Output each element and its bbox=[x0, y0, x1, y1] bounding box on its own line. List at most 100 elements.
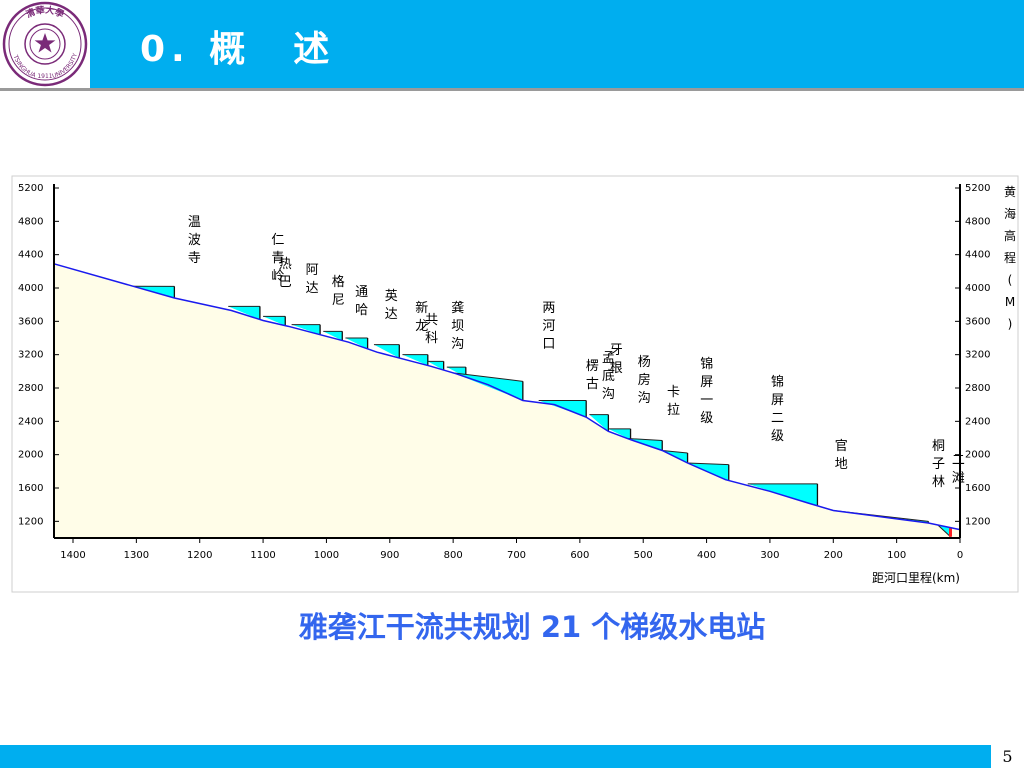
y-tick-label-left: 2400 bbox=[18, 416, 43, 427]
river-profile-line bbox=[53, 263, 961, 531]
y-axis-title-char: 高 bbox=[1004, 228, 1016, 243]
x-tick-label: 600 bbox=[570, 550, 589, 561]
x-tick-label: 300 bbox=[760, 550, 779, 561]
station-label-char: 锦 bbox=[771, 375, 784, 390]
station-label-char: 哈 bbox=[355, 303, 368, 318]
y-tick-label-left: 3200 bbox=[18, 350, 43, 361]
y-tick-label-left: 2800 bbox=[18, 383, 43, 394]
reservoir-level-杨房沟 bbox=[627, 437, 663, 441]
station-label-char: 巴 bbox=[279, 275, 292, 290]
station-label-char: 古 bbox=[586, 377, 599, 392]
y-tick-label-right: 2400 bbox=[965, 416, 990, 427]
y-tick-label-left: 3600 bbox=[18, 316, 43, 327]
y-tick-label-left: 5200 bbox=[18, 183, 43, 194]
station-label-char: 波 bbox=[188, 233, 201, 248]
terrain-fill bbox=[54, 263, 960, 538]
station-label-char: 热 bbox=[279, 257, 292, 272]
station-label-char: 根 bbox=[610, 361, 623, 376]
x-tick-label: 800 bbox=[444, 550, 463, 561]
x-tick-label: 1100 bbox=[250, 550, 275, 561]
reservoir-level-两河口 bbox=[453, 372, 523, 382]
slide-title: 0. 概 述 bbox=[140, 29, 336, 70]
x-tick-label: 1000 bbox=[314, 550, 339, 561]
station-label-char: 底 bbox=[602, 368, 615, 384]
reservoir-level-卡拉 bbox=[662, 450, 688, 454]
station-label-char: 温 bbox=[188, 215, 201, 230]
y-tick-label-left: 1200 bbox=[18, 516, 43, 527]
station-label-char: 龙 bbox=[415, 319, 428, 334]
station-label-char: 牙 bbox=[610, 343, 623, 358]
x-tick-label: 100 bbox=[887, 550, 906, 561]
station-label-char: 河 bbox=[542, 319, 555, 334]
station-label-char: 青 bbox=[271, 251, 284, 266]
station-label-char: 杨 bbox=[638, 355, 651, 370]
x-tick-label: 1400 bbox=[60, 550, 85, 561]
station-label-char: 沟 bbox=[451, 337, 464, 352]
station-label-char: 岭 bbox=[271, 269, 284, 284]
station-label-char: 沟 bbox=[638, 391, 651, 406]
station-label-char: 阿 bbox=[306, 263, 319, 278]
station-label-char: 通 bbox=[355, 285, 368, 300]
station-label-char: 级 bbox=[771, 429, 784, 444]
y-tick-label-left: 1600 bbox=[18, 483, 43, 494]
station-label-char: 科 bbox=[425, 331, 438, 346]
y-tick-label-right: 4000 bbox=[965, 283, 990, 294]
slide-caption: 雅砻江干流共规划 21 个梯级水电站 bbox=[298, 610, 766, 644]
y-tick-label-right: 3600 bbox=[965, 316, 990, 327]
x-tick-label: 1300 bbox=[124, 550, 149, 561]
y-axis-title-char: 黄 bbox=[1004, 185, 1016, 199]
reservoir-英达 bbox=[373, 344, 400, 358]
station-label-char: 尼 bbox=[332, 293, 345, 308]
station-label-char: 屏 bbox=[771, 393, 784, 408]
x-tick-label: 400 bbox=[697, 550, 716, 561]
station-label-char: 楞 bbox=[586, 359, 599, 374]
reservoir-level-锦屏一级 bbox=[687, 462, 729, 466]
footer-page-box bbox=[991, 745, 1024, 768]
station-label-char: 沟 bbox=[602, 387, 615, 402]
station-label-char: 地 bbox=[835, 457, 848, 472]
reservoir-楞古 bbox=[589, 414, 609, 432]
station-label-char: 达 bbox=[306, 281, 319, 296]
reservoir-热巴 bbox=[263, 316, 286, 326]
station-label-char: 坝 bbox=[451, 319, 464, 334]
station-label-char: 林 bbox=[932, 475, 945, 490]
y-tick-label-left: 4000 bbox=[18, 283, 43, 294]
x-tick-label: 1200 bbox=[187, 550, 212, 561]
reservoir-两河口 bbox=[453, 372, 523, 401]
station-label-char: 房 bbox=[638, 372, 651, 388]
y-axis-title-char: 海 bbox=[1004, 206, 1016, 221]
station-label-char: 共 bbox=[425, 313, 438, 328]
station-label-char: 官 bbox=[835, 438, 848, 454]
station-label-char: 级 bbox=[700, 411, 713, 426]
x-tick-label: 700 bbox=[507, 550, 526, 561]
station-label-char: 英 bbox=[385, 289, 398, 304]
station-label-char: 两 bbox=[542, 301, 555, 316]
logo-area: 清華大學 TSINGHUA UNIVERSITY 1911 bbox=[0, 0, 90, 88]
station-label-char: 滩 bbox=[952, 471, 965, 486]
x-tick-label: 200 bbox=[824, 550, 843, 561]
svg-text:1911: 1911 bbox=[37, 73, 52, 80]
station-label-char: 一 bbox=[700, 393, 713, 408]
x-axis-title: 距河口里程(km) bbox=[872, 570, 960, 585]
station-label-char: 拉 bbox=[667, 403, 680, 418]
y-axis-title-char: 程 bbox=[1004, 250, 1016, 265]
header-divider bbox=[0, 88, 1024, 91]
station-label-char: 口 bbox=[542, 337, 555, 352]
reservoir-level-桐子林 bbox=[937, 524, 951, 538]
station-label-char: 桐 bbox=[932, 439, 945, 454]
y-tick-label-left: 4800 bbox=[18, 216, 43, 227]
page-number: 5 bbox=[1002, 747, 1013, 766]
station-label-char: 卡 bbox=[667, 385, 680, 400]
y-tick-label-right: 1600 bbox=[965, 483, 990, 494]
y-tick-label-right: 4800 bbox=[965, 216, 990, 227]
y-axis-title-char: M bbox=[1005, 295, 1015, 309]
station-label-char: 龚 bbox=[451, 301, 464, 316]
hydropower-cascade-chart: 1200 1200 1600 1600 2000 2000 2400 2400 2800 2800… bbox=[10, 174, 1024, 596]
station-label-char: 达 bbox=[385, 307, 398, 322]
x-tick-label: 900 bbox=[380, 550, 399, 561]
reservoir-新龙 bbox=[402, 354, 428, 366]
y-axis-title-char: ( bbox=[1008, 273, 1013, 287]
y-axis-title-char: ) bbox=[1008, 317, 1013, 331]
footer-bar bbox=[0, 745, 1024, 768]
station-label-char: 二 bbox=[771, 411, 784, 426]
